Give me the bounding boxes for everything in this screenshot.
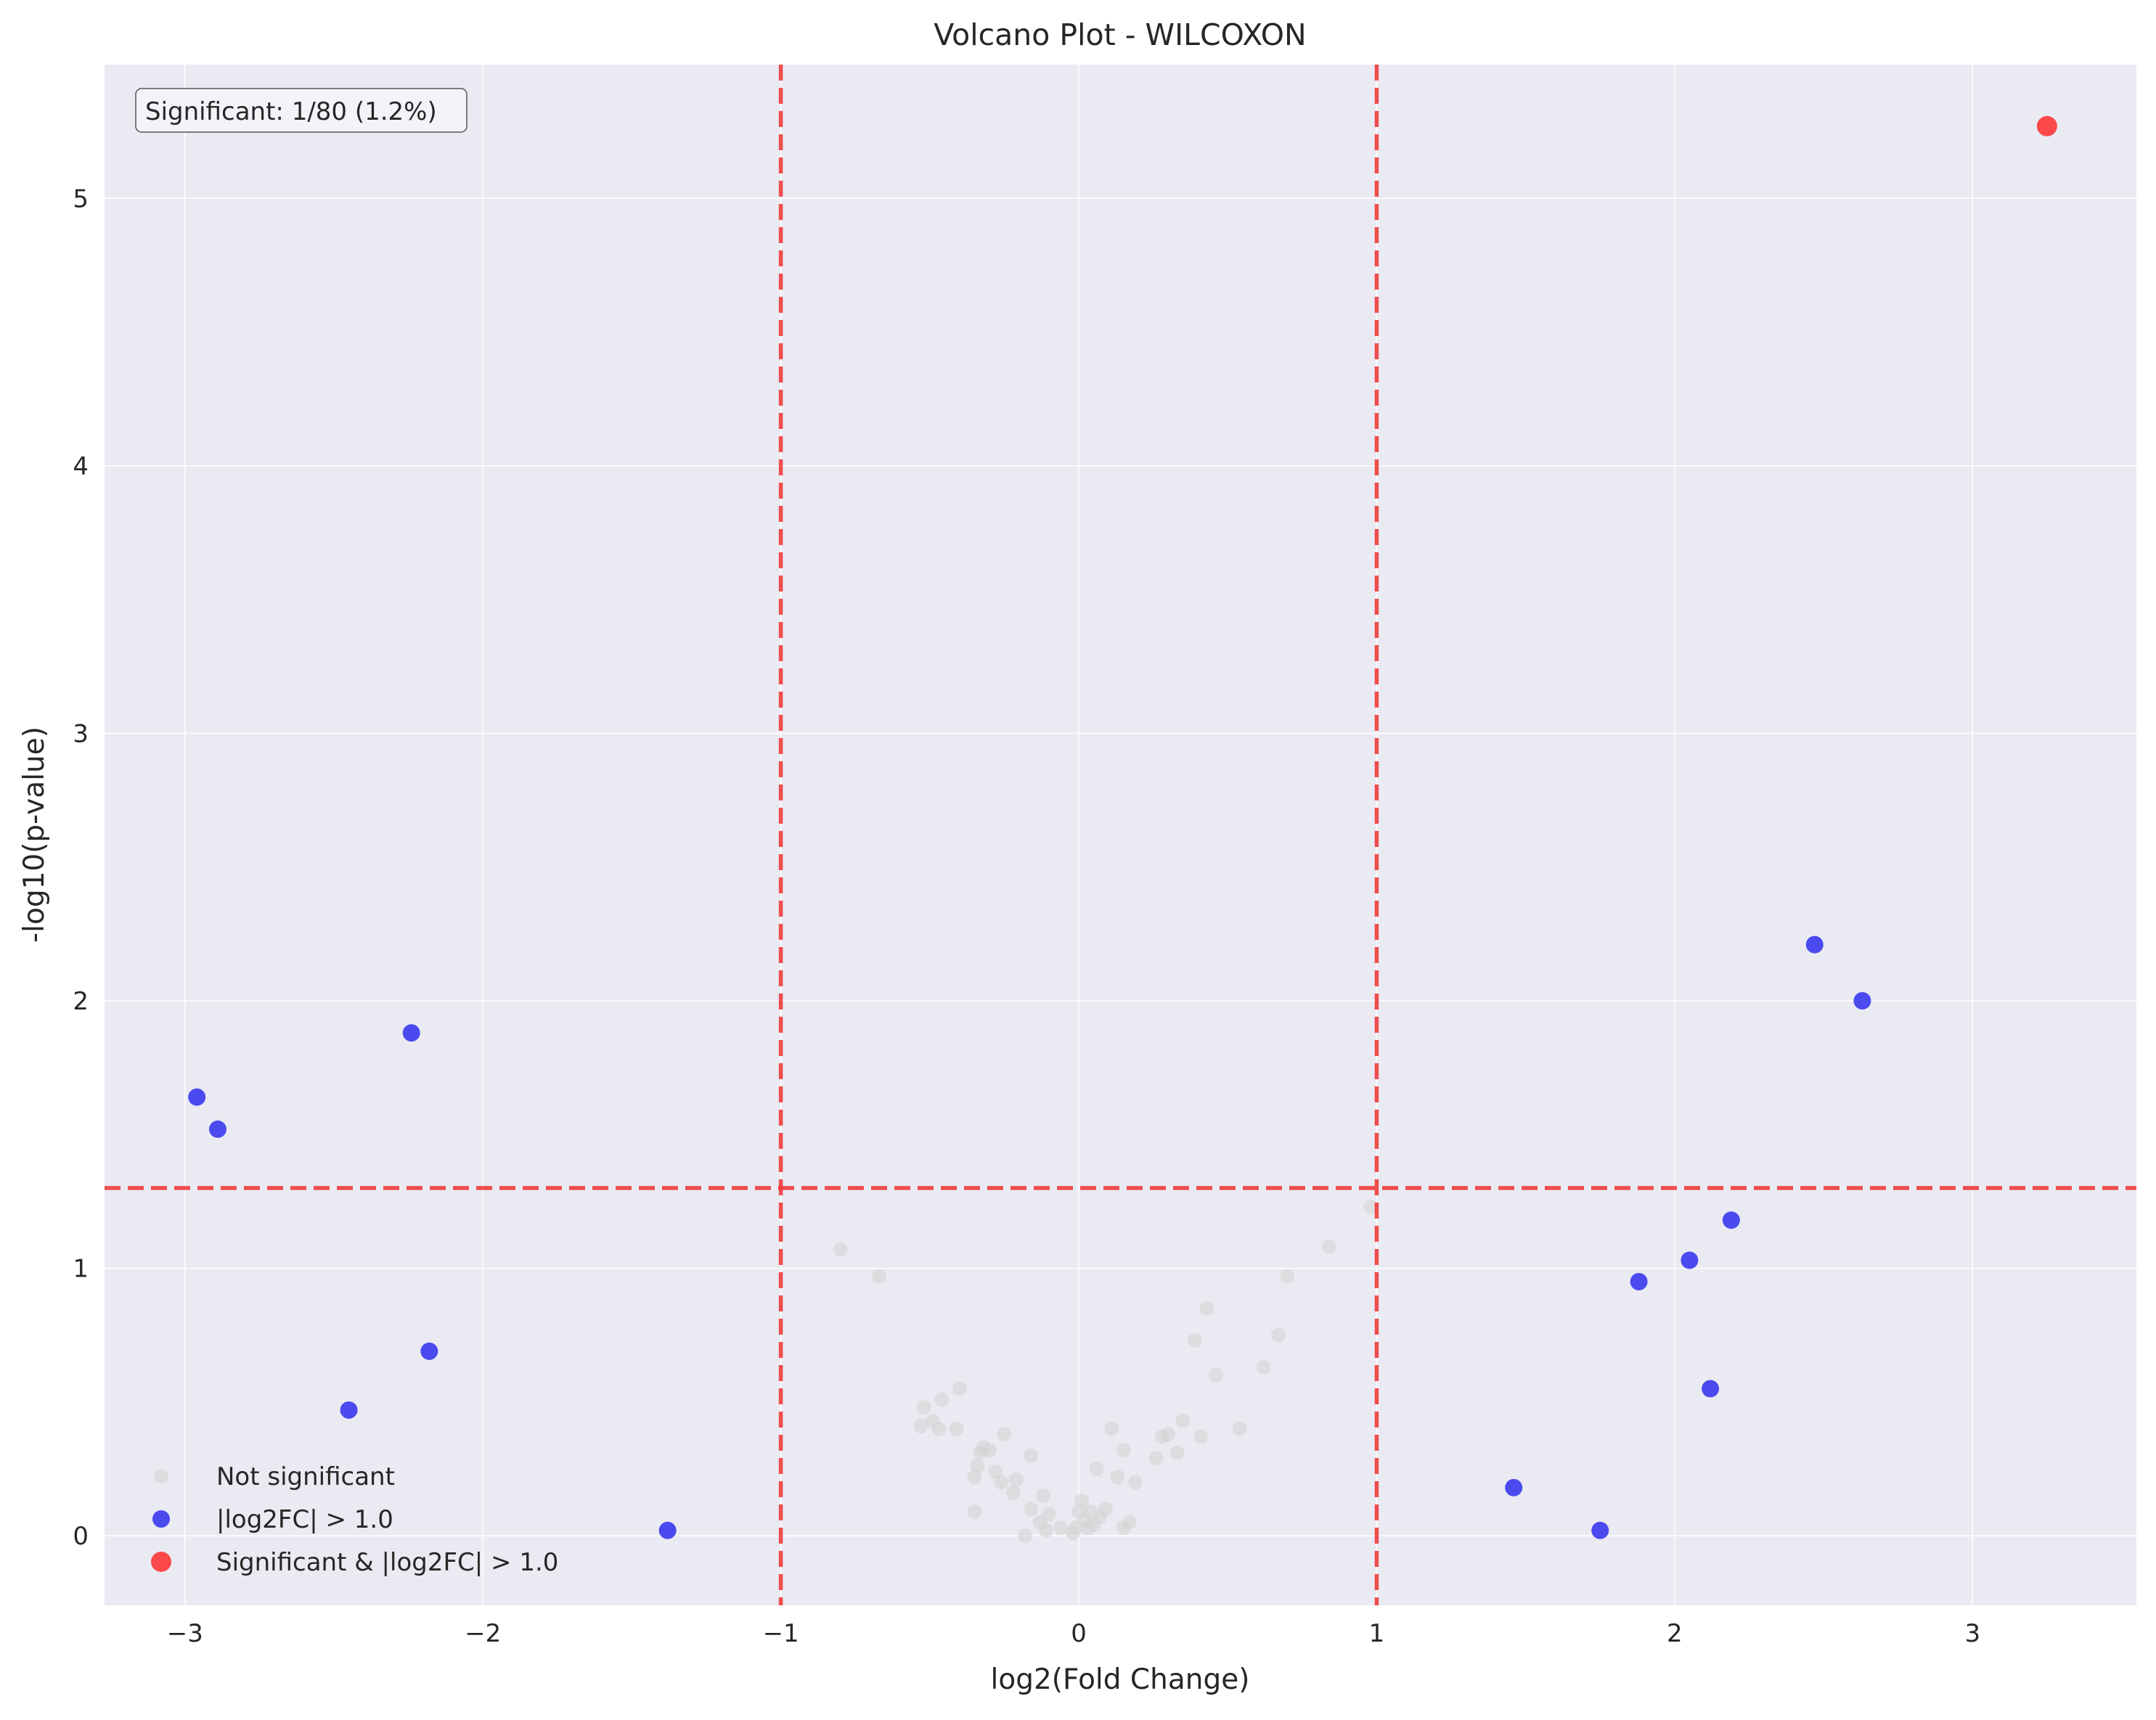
data-point-not-significant xyxy=(949,1421,964,1436)
legend: Not significant |log2FC| > 1.0 Significant… xyxy=(151,1462,558,1577)
data-point-not-significant xyxy=(1321,1240,1336,1255)
data-point-not-significant xyxy=(1104,1421,1119,1436)
data-point-fold-change xyxy=(420,1342,438,1360)
x-tick-label: 0 xyxy=(1071,1619,1087,1648)
data-point-not-significant xyxy=(1271,1327,1286,1343)
legend-marker-significant xyxy=(151,1552,171,1572)
data-point-fold-change xyxy=(1853,992,1871,1010)
x-tick-label: −2 xyxy=(465,1619,501,1648)
data-point-not-significant xyxy=(1098,1502,1113,1517)
y-tick-label: 2 xyxy=(73,987,89,1016)
data-point-not-significant xyxy=(1122,1515,1137,1530)
data-point-not-significant xyxy=(1038,1523,1053,1538)
y-tick-label: 4 xyxy=(73,452,89,481)
threshold-lines xyxy=(105,65,2136,1605)
data-point-not-significant xyxy=(1161,1427,1176,1442)
data-point-not-significant xyxy=(1188,1333,1203,1348)
data-point-not-significant xyxy=(872,1269,887,1284)
data-point-not-significant xyxy=(916,1400,931,1415)
data-point-not-significant xyxy=(934,1392,950,1407)
data-point-not-significant xyxy=(1128,1475,1143,1490)
data-point-not-significant xyxy=(967,1504,982,1519)
data-point-not-significant xyxy=(1208,1368,1223,1383)
data-point-not-significant xyxy=(988,1464,1003,1479)
data-point-not-significant xyxy=(1035,1488,1050,1503)
chart-title: Volcano Plot - WILCOXON xyxy=(934,17,1306,52)
data-point-not-significant xyxy=(1199,1301,1214,1316)
data-point-not-significant xyxy=(994,1475,1009,1490)
x-tick-label: −3 xyxy=(167,1619,203,1648)
legend-marker-not-significant xyxy=(154,1469,168,1483)
data-point-not-significant xyxy=(1363,1199,1379,1214)
y-tick-label: 1 xyxy=(73,1255,89,1284)
data-point-significant xyxy=(2036,115,2057,136)
annotation-text: Significant: 1/80 (1.2%) xyxy=(145,97,437,126)
data-point-not-significant xyxy=(1169,1445,1185,1460)
annotation-box: Significant: 1/80 (1.2%) xyxy=(135,88,467,133)
data-point-fold-change xyxy=(1805,935,1824,954)
axis-ticks: −3 −2 −1 0 1 2 3 0 1 2 3 4 5 xyxy=(73,184,1980,1648)
legend-marker-fold-change xyxy=(152,1510,170,1528)
data-point-fold-change xyxy=(402,1024,420,1042)
data-point-not-significant xyxy=(1175,1413,1191,1428)
data-point-not-significant xyxy=(1024,1448,1039,1463)
data-point-not-significant xyxy=(931,1421,947,1436)
x-tick-label: −1 xyxy=(763,1619,799,1648)
data-point-fold-change xyxy=(188,1088,206,1106)
data-point-not-significant xyxy=(1024,1502,1039,1517)
y-tick-label: 3 xyxy=(73,719,89,748)
data-point-fold-change xyxy=(658,1521,677,1539)
data-point-not-significant xyxy=(1053,1520,1069,1536)
data-point-fold-change xyxy=(208,1120,226,1138)
x-tick-label: 3 xyxy=(1964,1619,1980,1648)
data-point-not-significant xyxy=(1193,1429,1209,1444)
data-point-not-significant xyxy=(1042,1507,1057,1522)
y-tick-label: 5 xyxy=(73,184,89,213)
data-point-not-significant xyxy=(1110,1470,1125,1485)
data-point-fold-change xyxy=(1630,1273,1648,1291)
data-point-not-significant xyxy=(970,1459,985,1474)
legend-label: Significant & |log2FC| > 1.0 xyxy=(216,1548,558,1577)
data-point-not-significant xyxy=(1256,1359,1271,1375)
plot-background xyxy=(105,65,2136,1605)
legend-label: |log2FC| > 1.0 xyxy=(216,1505,393,1534)
x-tick-label: 2 xyxy=(1667,1619,1683,1648)
data-point-fold-change xyxy=(1681,1251,1699,1269)
annotation-frame xyxy=(135,88,467,133)
data-point-fold-change xyxy=(1591,1521,1609,1539)
data-point-not-significant xyxy=(833,1242,848,1257)
data-point-not-significant xyxy=(997,1427,1012,1442)
data-point-not-significant xyxy=(1116,1443,1131,1458)
data-point-fold-change xyxy=(1505,1478,1523,1496)
data-point-not-significant xyxy=(913,1419,928,1434)
data-point-not-significant xyxy=(1089,1462,1104,1477)
y-tick-label: 0 xyxy=(73,1522,89,1551)
data-point-fold-change xyxy=(340,1401,358,1419)
data-point-not-significant xyxy=(1074,1494,1090,1509)
x-axis-label: log2(Fold Change) xyxy=(991,1663,1250,1696)
data-point-not-significant xyxy=(1148,1451,1164,1466)
data-points xyxy=(188,115,2057,1544)
data-point-not-significant xyxy=(981,1443,997,1458)
legend-label: Not significant xyxy=(216,1462,395,1491)
y-axis-label: -log10(p-value) xyxy=(18,726,51,943)
data-point-not-significant xyxy=(1018,1528,1033,1544)
data-point-fold-change xyxy=(1722,1211,1740,1229)
data-point-not-significant xyxy=(1005,1486,1021,1501)
x-tick-label: 1 xyxy=(1369,1619,1385,1648)
data-point-not-significant xyxy=(1232,1421,1247,1436)
data-point-not-significant xyxy=(1280,1269,1295,1284)
data-point-not-significant xyxy=(952,1381,967,1396)
data-point-fold-change xyxy=(1702,1380,1720,1398)
data-point-not-significant xyxy=(1008,1472,1024,1487)
